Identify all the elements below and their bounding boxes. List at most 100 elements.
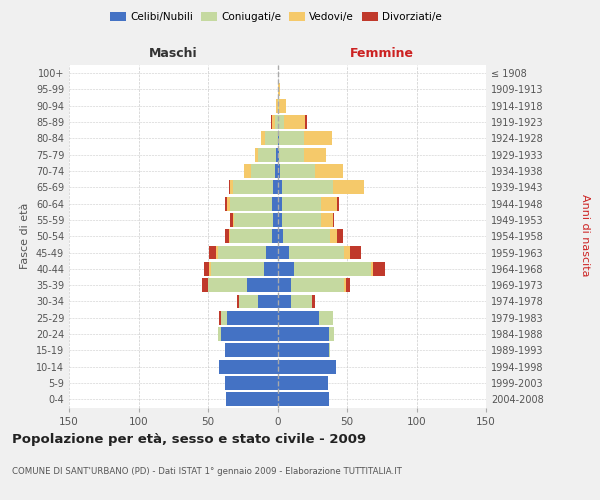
Bar xyxy=(277,311,319,324)
Bar xyxy=(218,246,266,260)
Bar xyxy=(244,164,251,178)
Bar xyxy=(277,344,329,357)
Bar xyxy=(274,180,277,194)
Bar xyxy=(226,392,277,406)
Bar xyxy=(337,196,338,210)
Bar xyxy=(346,278,350,292)
Bar xyxy=(272,115,275,129)
Bar xyxy=(277,148,279,162)
Bar xyxy=(229,180,230,194)
Bar xyxy=(263,262,277,276)
Bar xyxy=(272,196,277,210)
Bar xyxy=(277,230,283,243)
Bar xyxy=(230,180,233,194)
Bar xyxy=(279,132,304,145)
Bar xyxy=(209,262,211,276)
Bar xyxy=(235,213,274,227)
Bar xyxy=(265,132,277,145)
Bar xyxy=(221,311,227,324)
Bar xyxy=(277,278,292,292)
Text: Popolazione per età, sesso e stato civile - 2009: Popolazione per età, sesso e stato civil… xyxy=(12,432,366,446)
Bar xyxy=(219,311,221,324)
Bar xyxy=(233,180,274,194)
Bar xyxy=(274,213,277,227)
Bar xyxy=(312,294,315,308)
Bar xyxy=(237,294,239,308)
Bar xyxy=(281,196,320,210)
Bar xyxy=(292,278,344,292)
Bar xyxy=(275,164,277,178)
Bar xyxy=(329,327,334,341)
Bar xyxy=(202,278,208,292)
Bar xyxy=(277,164,280,178)
Bar xyxy=(277,262,294,276)
Bar xyxy=(224,376,277,390)
Bar xyxy=(292,294,312,308)
Bar xyxy=(227,196,230,210)
Bar xyxy=(333,213,334,227)
Bar xyxy=(258,148,276,162)
Bar xyxy=(230,230,272,243)
Bar xyxy=(277,180,281,194)
Bar xyxy=(305,115,307,129)
Bar xyxy=(258,294,277,308)
Bar xyxy=(247,278,277,292)
Bar xyxy=(229,230,230,243)
Bar xyxy=(219,360,277,374)
Bar xyxy=(277,132,279,145)
Bar xyxy=(211,262,263,276)
Bar xyxy=(224,196,227,210)
Bar xyxy=(344,278,346,292)
Bar xyxy=(277,376,328,390)
Bar xyxy=(280,164,315,178)
Bar xyxy=(289,246,344,260)
Bar xyxy=(320,213,333,227)
Bar xyxy=(204,262,209,276)
Bar xyxy=(218,327,221,341)
Bar xyxy=(350,246,361,260)
Bar xyxy=(279,148,304,162)
Bar xyxy=(275,115,277,129)
Bar xyxy=(224,230,229,243)
Bar xyxy=(329,344,331,357)
Bar xyxy=(277,99,279,112)
Text: Femmine: Femmine xyxy=(350,47,414,60)
Bar xyxy=(272,230,277,243)
Bar xyxy=(261,132,265,145)
Bar xyxy=(277,392,329,406)
Text: Anni di nascita: Anni di nascita xyxy=(580,194,590,276)
Bar xyxy=(224,344,277,357)
Bar xyxy=(315,164,343,178)
Bar xyxy=(333,180,364,194)
Bar xyxy=(266,246,277,260)
Bar xyxy=(283,230,331,243)
Y-axis label: Fasce di età: Fasce di età xyxy=(20,203,30,270)
Bar xyxy=(277,246,289,260)
Bar xyxy=(281,213,320,227)
Bar xyxy=(344,246,350,260)
Bar xyxy=(239,294,258,308)
Bar xyxy=(277,115,284,129)
Bar xyxy=(230,196,272,210)
Bar xyxy=(276,148,277,162)
Bar xyxy=(230,213,233,227)
Bar xyxy=(320,196,337,210)
Bar xyxy=(277,294,292,308)
Bar xyxy=(304,132,332,145)
Bar xyxy=(319,311,333,324)
Legend: Celibi/Nubili, Coniugati/e, Vedovi/e, Divorziati/e: Celibi/Nubili, Coniugati/e, Vedovi/e, Di… xyxy=(106,8,446,26)
Bar xyxy=(255,148,258,162)
Bar xyxy=(277,360,336,374)
Bar xyxy=(208,278,247,292)
Bar xyxy=(331,230,337,243)
Bar xyxy=(277,196,281,210)
Bar xyxy=(251,164,275,178)
Bar xyxy=(337,230,343,243)
Bar xyxy=(281,180,333,194)
Bar xyxy=(227,311,277,324)
Bar xyxy=(276,99,277,112)
Bar xyxy=(277,82,280,96)
Text: COMUNE DI SANT'URBANO (PD) - Dati ISTAT 1° gennaio 2009 - Elaborazione TUTTITALI: COMUNE DI SANT'URBANO (PD) - Dati ISTAT … xyxy=(12,468,402,476)
Bar xyxy=(277,213,281,227)
Bar xyxy=(217,246,218,260)
